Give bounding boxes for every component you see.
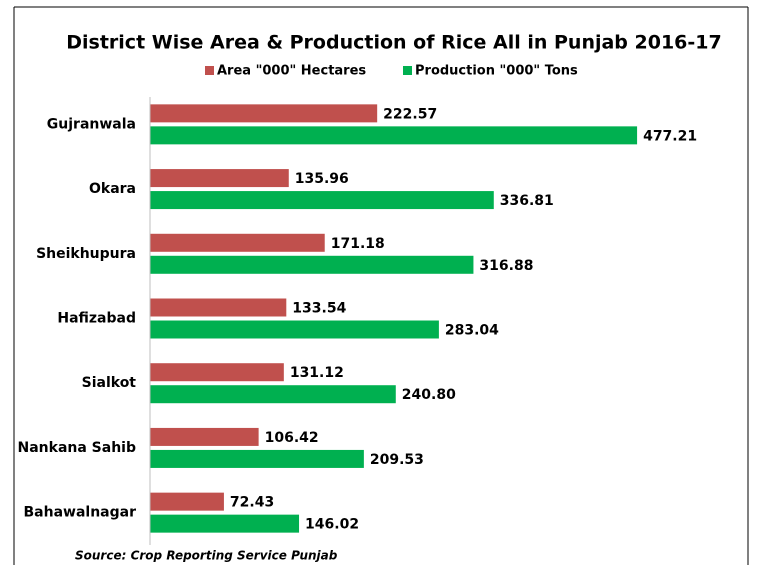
bar xyxy=(150,255,474,274)
y-tick-label: Gujranwala xyxy=(47,116,136,132)
bar xyxy=(150,449,364,468)
data-label: 131.12 xyxy=(290,365,344,381)
data-label: 146.02 xyxy=(305,517,359,533)
data-label: 72.43 xyxy=(230,495,274,511)
data-label: 209.53 xyxy=(370,452,424,468)
legend-label: Production "000" Tons xyxy=(415,64,578,79)
data-label: 477.21 xyxy=(643,128,697,144)
y-tick-label: Okara xyxy=(89,181,136,197)
bar xyxy=(150,492,224,511)
legend-label: Area "000" Hectares xyxy=(217,64,366,79)
bar xyxy=(150,126,638,145)
bar xyxy=(150,427,259,446)
data-label: 106.42 xyxy=(265,430,319,446)
bar xyxy=(150,363,284,382)
legend-swatch xyxy=(205,66,214,75)
bar xyxy=(150,514,300,533)
data-label: 171.18 xyxy=(331,236,385,252)
bar xyxy=(150,233,325,252)
data-label: 222.57 xyxy=(383,106,437,122)
y-tick-label: Nankana Sahib xyxy=(18,440,137,456)
bar xyxy=(150,385,396,404)
y-tick-label: Hafizabad xyxy=(57,311,136,327)
chart-title: District Wise Area & Production of Rice … xyxy=(66,32,721,54)
bar xyxy=(150,320,439,339)
data-label: 316.88 xyxy=(479,258,533,274)
data-label: 336.81 xyxy=(500,193,554,209)
source-note: Source: Crop Reporting Service Punjab xyxy=(75,549,338,563)
y-tick-label: Sheikhupura xyxy=(36,246,136,262)
data-label: 135.96 xyxy=(295,171,349,187)
y-tick-label: Sialkot xyxy=(82,375,137,391)
data-label: 240.80 xyxy=(402,387,456,403)
bar xyxy=(150,298,287,317)
bar xyxy=(150,191,494,210)
data-label: 283.04 xyxy=(445,323,499,339)
y-tick-label: Bahawalnagar xyxy=(24,505,137,521)
bar xyxy=(150,104,378,123)
bar xyxy=(150,169,289,188)
legend-swatch xyxy=(403,66,412,75)
data-label: 133.54 xyxy=(292,301,346,317)
